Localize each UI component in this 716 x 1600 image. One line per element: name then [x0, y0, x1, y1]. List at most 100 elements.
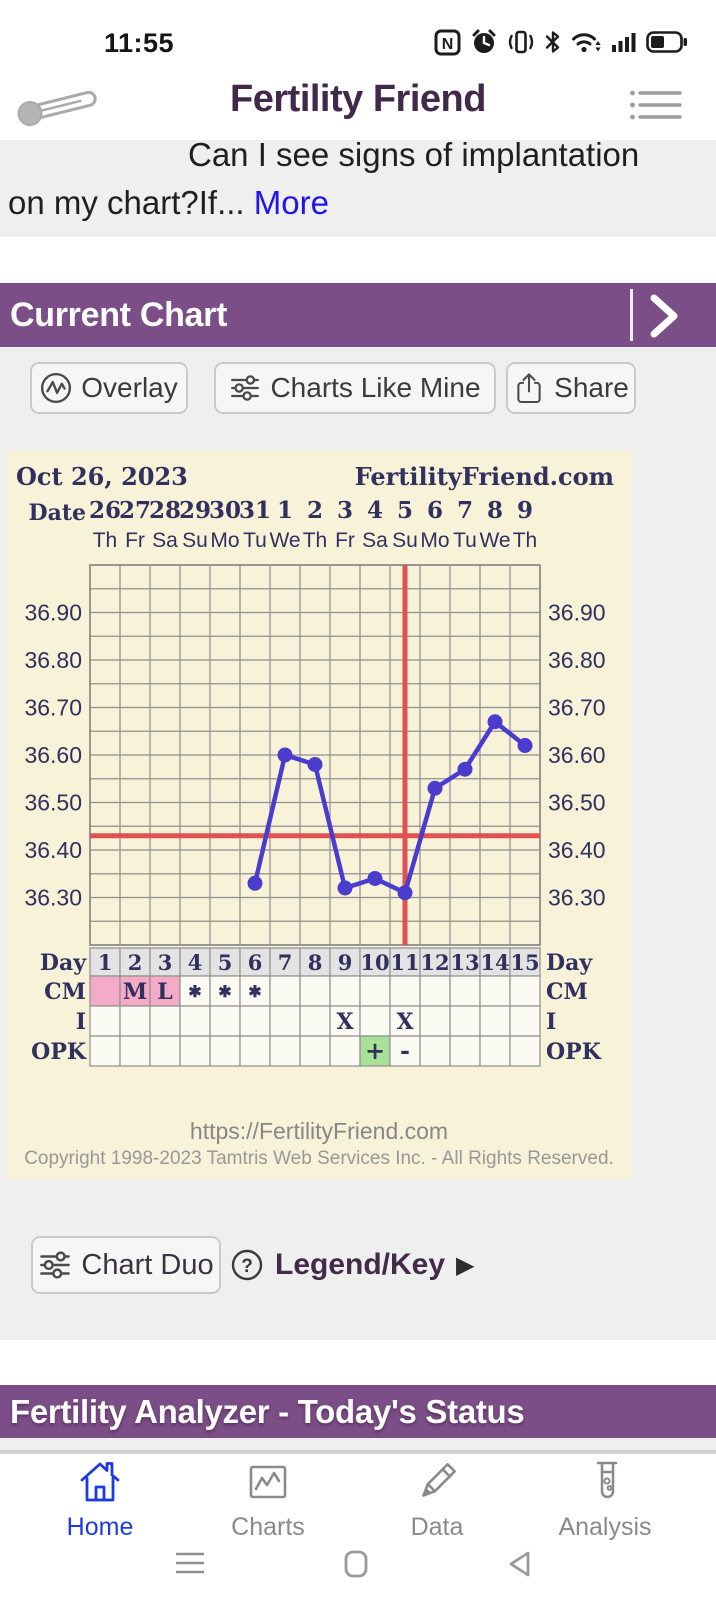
chart-duo-button[interactable]: Chart Duo	[31, 1236, 221, 1294]
svg-text:Day: Day	[546, 950, 593, 976]
data-pencil-icon	[422, 1463, 456, 1497]
svg-text:We: We	[479, 529, 510, 552]
current-chart-banner[interactable]: Current Chart	[0, 283, 716, 347]
analysis-testtube-icon	[596, 1461, 618, 1499]
svg-text:M: M	[123, 979, 147, 1005]
chevron-right-icon[interactable]	[650, 294, 680, 338]
question-circle-icon: ?	[231, 1249, 263, 1281]
nav-label-charts: Charts	[231, 1513, 305, 1541]
svg-text:36.70: 36.70	[548, 695, 606, 721]
svg-text:36.90: 36.90	[24, 600, 82, 626]
svg-text:1: 1	[98, 950, 113, 975]
section-divider	[0, 1438, 716, 1452]
svg-text:30: 30	[209, 497, 241, 524]
android-home-icon[interactable]	[344, 1550, 368, 1578]
svg-text:Mo: Mo	[420, 529, 449, 552]
more-link[interactable]: More	[253, 184, 329, 221]
banner-divider	[630, 289, 633, 341]
expand-arrow-icon: ▶	[456, 1251, 475, 1279]
bluetooth-icon	[545, 31, 560, 53]
svg-text:6: 6	[427, 497, 443, 524]
svg-text:2: 2	[128, 950, 143, 975]
share-icon	[517, 373, 541, 404]
svg-text:Sa: Sa	[362, 529, 388, 552]
svg-text:✱: ✱	[188, 984, 201, 1001]
overlay-icon	[41, 372, 72, 404]
svg-text:?: ?	[241, 1256, 253, 1277]
svg-text:+: +	[365, 1036, 385, 1065]
temperature-series	[247, 714, 533, 901]
y-axis-labels: 36.30 36.30 36.40 36.40 36.50 36.50 36.60 36.60…	[24, 600, 605, 911]
temp-line	[252, 719, 527, 895]
svg-text:36.70: 36.70	[24, 695, 82, 721]
svg-text:8: 8	[308, 950, 323, 975]
svg-text:12: 12	[420, 950, 449, 975]
temp-point-day-10	[367, 871, 383, 886]
nav-tab-home[interactable]: Home	[25, 1458, 175, 1542]
svg-text:CM: CM	[546, 979, 588, 1005]
vibrate-icon	[508, 30, 534, 54]
svg-text:5: 5	[218, 950, 233, 975]
svg-text:Th: Th	[513, 529, 538, 552]
svg-text:Mo: Mo	[210, 529, 239, 552]
clock-time: 11:55	[104, 28, 175, 58]
charts-like-mine-button[interactable]: Charts Like Mine	[214, 362, 496, 414]
app-header: Fertility Friend	[0, 64, 716, 140]
fertility-analyzer-banner[interactable]: Fertility Analyzer - Today's Status	[0, 1385, 716, 1438]
svg-text:10: 10	[360, 950, 389, 975]
menu-list-icon[interactable]	[628, 86, 686, 126]
nav-tab-analysis[interactable]: Analysis	[530, 1458, 680, 1542]
sliders-icon	[40, 1251, 71, 1279]
nav-label-data: Data	[410, 1513, 464, 1541]
temp-point-day-12	[427, 780, 443, 796]
status-icons: N	[434, 28, 688, 56]
overlay-button[interactable]: Overlay	[30, 362, 188, 414]
faq-question-line2: on my chart?If... More	[8, 179, 716, 227]
sliders-icon	[231, 375, 260, 401]
svg-text:OPK: OPK	[546, 1039, 602, 1065]
chart-grid	[89, 564, 541, 946]
charts-like-mine-label: Charts Like Mine	[270, 372, 481, 403]
nfc-icon: N	[434, 29, 461, 55]
nav-tab-charts[interactable]: Charts	[193, 1458, 343, 1542]
svg-text:6: 6	[248, 950, 263, 975]
svg-text:15: 15	[510, 950, 539, 975]
temp-point-day-7	[277, 747, 293, 763]
svg-text:N: N	[442, 36, 454, 53]
temp-point-day-14	[487, 714, 503, 730]
svg-text:Th: Th	[303, 529, 328, 552]
nav-tab-data[interactable]: Data	[362, 1458, 512, 1542]
fertility-chart-card[interactable]: Oct 26, 2023 FertilityFriend.com Date 26 2…	[6, 450, 632, 1179]
svg-text:Tu: Tu	[243, 529, 267, 552]
svg-text:36.50: 36.50	[24, 790, 82, 816]
android-menu-icon[interactable]	[176, 1550, 204, 1576]
svg-text:Date: Date	[29, 500, 87, 526]
svg-text:36.30: 36.30	[24, 885, 82, 911]
svg-text:Day: Day	[40, 950, 87, 976]
chart-duo-label: Chart Duo	[81, 1248, 214, 1281]
svg-text:Su: Su	[392, 529, 418, 552]
svg-text:14: 14	[480, 950, 509, 975]
svg-text:36.40: 36.40	[548, 837, 606, 863]
charts-icon	[249, 1465, 287, 1499]
crosshair-lines	[90, 565, 540, 945]
svg-text:✱: ✱	[218, 984, 231, 1001]
nav-label-home: Home	[66, 1513, 134, 1541]
svg-text:We: We	[269, 529, 300, 552]
home-icon	[80, 1462, 120, 1502]
share-button[interactable]: Share	[506, 362, 636, 414]
legend-key-control[interactable]: ? Legend/Key ▶	[230, 1236, 475, 1294]
current-chart-title: Current Chart	[10, 296, 228, 334]
faq-ticker[interactable]: Can I see signs of implantation on my ch…	[0, 140, 716, 237]
svg-text:L: L	[157, 979, 172, 1005]
alarm-icon	[472, 29, 496, 53]
svg-text:29: 29	[179, 497, 211, 524]
chart-copyright: Copyright 1998-2023 Tamtris Web Services…	[24, 1148, 614, 1169]
android-back-icon[interactable]	[506, 1550, 532, 1578]
android-navigation-bar	[0, 1524, 716, 1600]
svg-text:Th: Th	[93, 529, 118, 552]
